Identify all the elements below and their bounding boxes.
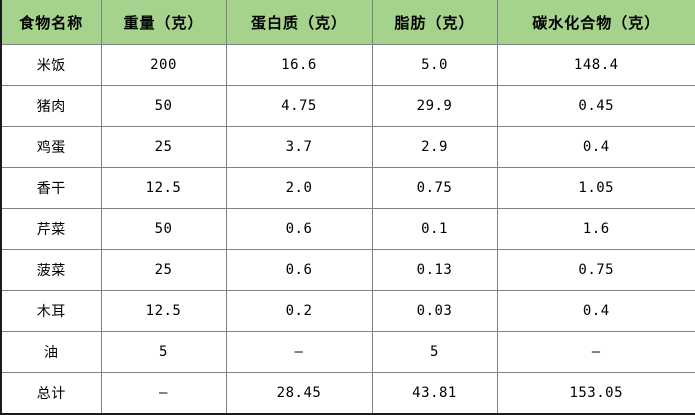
table-row-spinach: 菠菜 25 0.6 0.13 0.75 — [0, 248, 695, 291]
cell-carbohydrate-g-oil: – — [496, 330, 695, 373]
cell-carbohydrate-g-pork: 0.45 — [496, 84, 695, 127]
cell-carbohydrate-g-rice: 148.4 — [496, 44, 695, 86]
row-label-pork: 猪肉 — [0, 84, 102, 127]
column-header-fat-g: 脂肪（克） — [371, 0, 498, 45]
row-label-total: 总计 — [0, 371, 102, 415]
cell-protein-g-rice: 16.6 — [225, 44, 373, 86]
cell-protein-g-pork: 4.75 — [225, 84, 373, 127]
table-row-oil: 油 5–5– — [0, 330, 695, 373]
cell-protein-g-oil: – — [225, 330, 373, 373]
row-label-dried-tofu: 香干 — [0, 166, 102, 209]
row-label-rice: 米饭 — [0, 44, 102, 86]
cell-fat-g-oil: 5 — [371, 330, 498, 373]
row-label-spinach: 菠菜 — [0, 248, 102, 291]
table-row-rice: 米饭 200 16.6 5.0 148.4 — [0, 44, 695, 86]
cell-carbohydrate-g-celery: 1.6 — [496, 207, 695, 250]
cell-weight-g-pork: 50 — [100, 84, 227, 127]
column-header-protein-g: 蛋白质（克） — [225, 0, 373, 45]
cell-fat-g-pork: 29.9 — [371, 84, 498, 127]
cell-carbohydrate-g-egg: 0.4 — [496, 125, 695, 168]
cell-fat-g-egg: 2.9 — [371, 125, 498, 168]
cell-weight-g-wood-ear: 12.5 — [100, 289, 227, 332]
cell-protein-g-spinach: 0.6 — [225, 248, 373, 291]
cell-protein-g-dried-tofu: 2.0 — [225, 166, 373, 209]
header-row: 食物名称 重量（克） 蛋白质（克） 脂肪（克） 碳水化合物（克） — [0, 0, 695, 45]
cell-carbohydrate-g-spinach: 0.75 — [496, 248, 695, 291]
cell-carbohydrate-g-total: 153.05 — [496, 371, 695, 415]
cell-fat-g-wood-ear: 0.03 — [371, 289, 498, 332]
cell-protein-g-total: 28.45 — [225, 371, 373, 415]
cell-fat-g-spinach: 0.13 — [371, 248, 498, 291]
column-header-weight-g: 重量（克） — [100, 0, 227, 45]
cell-weight-g-total: – — [100, 371, 227, 415]
cell-weight-g-oil: 5 — [100, 330, 227, 373]
table-row-egg: 鸡蛋 25 3.7 2.9 0.4 — [0, 125, 695, 168]
cell-weight-g-rice: 200 — [100, 44, 227, 86]
cell-fat-g-rice: 5.0 — [371, 44, 498, 86]
cell-weight-g-dried-tofu: 12.5 — [100, 166, 227, 209]
cell-weight-g-celery: 50 — [100, 207, 227, 250]
row-label-wood-ear: 木耳 — [0, 289, 102, 332]
column-header-food-name: 食物名称 — [0, 0, 102, 45]
cell-fat-g-dried-tofu: 0.75 — [371, 166, 498, 209]
cell-carbohydrate-g-dried-tofu: 1.05 — [496, 166, 695, 209]
cell-protein-g-celery: 0.6 — [225, 207, 373, 250]
cell-carbohydrate-g-wood-ear: 0.4 — [496, 289, 695, 332]
table-row-pork: 猪肉 50 4.75 29.9 0.45 — [0, 84, 695, 127]
column-header-carbohydrate-g: 碳水化合物（克） — [496, 0, 695, 45]
cell-fat-g-total: 43.81 — [371, 371, 498, 415]
cell-protein-g-egg: 3.7 — [225, 125, 373, 168]
row-label-celery: 芹菜 — [0, 207, 102, 250]
cell-weight-g-egg: 25 — [100, 125, 227, 168]
row-label-oil: 油 — [0, 330, 102, 373]
table-body: 米饭 200 16.6 5.0 148.4 猪肉 50 4.75 29.9 0.45 鸡蛋 25 3.7… — [0, 44, 695, 415]
table-row-total: 总计 –28.45 43.81 153.05 — [0, 371, 695, 415]
table-row-celery: 芹菜 50 0.6 0.1 1.6 — [0, 207, 695, 250]
table-row-wood-ear: 木耳 12.5 0.2 0.03 0.4 — [0, 289, 695, 332]
cell-weight-g-spinach: 25 — [100, 248, 227, 291]
cell-fat-g-celery: 0.1 — [371, 207, 498, 250]
row-label-egg: 鸡蛋 — [0, 125, 102, 168]
table-row-dried-tofu: 香干 12.5 2.0 0.75 1.05 — [0, 166, 695, 209]
cell-protein-g-wood-ear: 0.2 — [225, 289, 373, 332]
